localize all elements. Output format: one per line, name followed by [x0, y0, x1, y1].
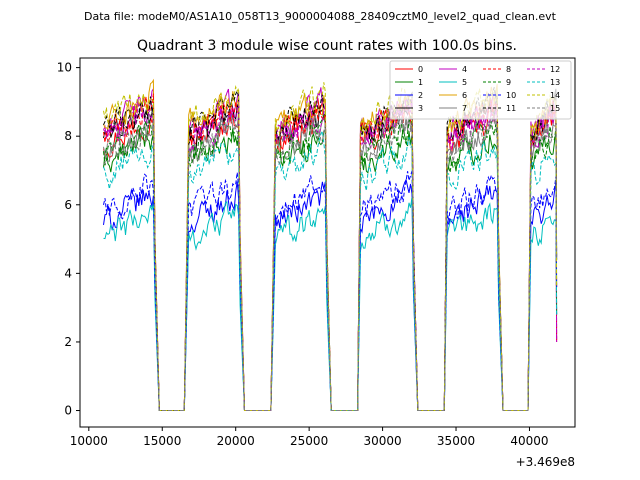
suptitle: Data file: modeM0/AS1A10_058T13_90000040…: [84, 10, 557, 23]
x-tick-label: 25000: [290, 434, 328, 448]
plot-lines: [103, 78, 558, 411]
series-line-9: [103, 111, 558, 411]
legend-label: 3: [418, 104, 423, 113]
y-tick-label: 0: [64, 404, 72, 418]
y-tick-label: 4: [64, 266, 72, 280]
legend-label: 13: [550, 78, 560, 87]
y-axis: 0 2 4 6 8 10: [57, 61, 80, 418]
legend-label: 11: [506, 104, 516, 113]
x-tick-label: 30000: [363, 434, 401, 448]
legend-label: 5: [462, 78, 467, 87]
legend-frame: [389, 60, 572, 120]
y-tick-label: 2: [64, 335, 72, 349]
legend-label: 14: [550, 91, 560, 100]
chart-title: Quadrant 3 module wise count rates with …: [137, 38, 517, 54]
series-line-10: [103, 170, 558, 411]
legend-label: 2: [418, 91, 423, 100]
legend-label: 9: [506, 78, 511, 87]
series-line-15: [103, 112, 558, 411]
x-tick-label: 15000: [143, 434, 181, 448]
legend-label: 8: [506, 65, 511, 74]
y-tick-label: 8: [64, 129, 72, 143]
legend-label: 15: [550, 104, 560, 113]
legend-label: 12: [550, 65, 560, 74]
x-tick-label: 40000: [510, 434, 548, 448]
y-tick-label: 6: [64, 198, 72, 212]
legend-label: 0: [418, 65, 423, 74]
legend-label: 6: [462, 91, 467, 100]
x-offset-label: +3.469e8: [516, 455, 575, 469]
x-tick-label: 20000: [217, 434, 255, 448]
x-tick-label: 35000: [437, 434, 475, 448]
y-tick-label: 10: [57, 61, 72, 75]
plot-frame: [79, 57, 576, 428]
legend-label: 1: [418, 78, 423, 87]
legend-label: 4: [462, 65, 467, 74]
x-tick-label: 10000: [70, 434, 108, 448]
legend-label: 7: [462, 104, 467, 113]
x-axis: 10000 15000 20000 25000 30000 35000 40000: [70, 427, 549, 448]
legend-label: 10: [506, 91, 516, 100]
